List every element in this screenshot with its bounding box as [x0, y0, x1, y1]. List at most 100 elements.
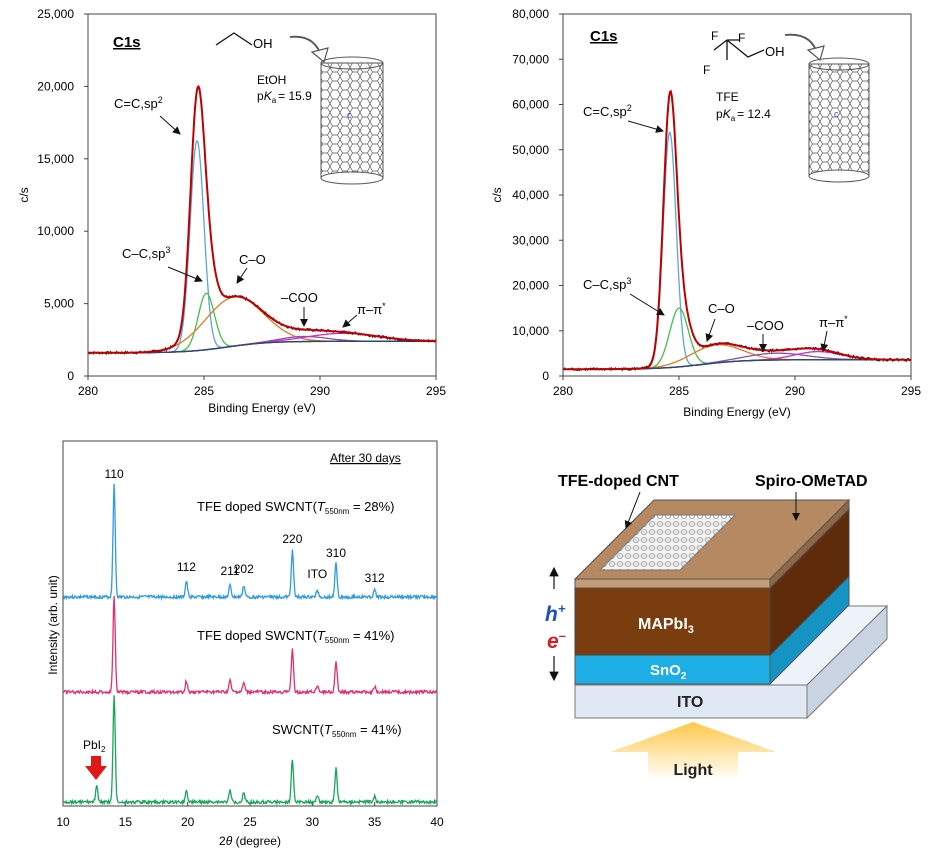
- xps-etoh-csp3-arrow: [167, 266, 203, 283]
- y-tick-label: 20,000: [37, 79, 74, 93]
- y-tick-label: 20,000: [512, 279, 549, 293]
- layer-cnt: [598, 514, 737, 571]
- x-tick-label: 295: [901, 384, 921, 398]
- x-tick-label: 20: [181, 815, 195, 829]
- y-tick-label: 15,000: [37, 152, 74, 166]
- x-tick-label: 25: [243, 815, 257, 829]
- xrd-peak-label: 211: [220, 564, 239, 578]
- xrd-ticks: 10 15 20 25 30 35 40: [56, 802, 444, 829]
- xrd-series-2: [62, 695, 438, 806]
- xps-tfe-pipi-arrow: [820, 330, 829, 352]
- xps-tfe-ylabel: c/s: [490, 187, 504, 202]
- xrd-series-label-bottom: SWCNT(T550nm = 41%): [272, 722, 402, 739]
- xrd-series-label-mid: TFE doped SWCNT(T550nm = 41%): [197, 628, 395, 645]
- xrd-peak-label: 202: [234, 562, 254, 576]
- xps-tfe-coo-label: –COO: [747, 318, 784, 333]
- nanotube-etoh: c: [320, 56, 384, 185]
- xrd-peak-label: 312: [365, 571, 385, 585]
- tfe-structure: F F F OH: [703, 29, 785, 77]
- xrd-peak-label: 220: [282, 532, 302, 546]
- x-tick-label: 290: [310, 384, 330, 398]
- fitted-envelope: [563, 90, 911, 371]
- layer-sno2: [574, 574, 850, 686]
- x-tick-label: 280: [553, 384, 573, 398]
- svg-text:F: F: [711, 29, 718, 43]
- xps-tfe-csp2-arrow: [627, 120, 664, 133]
- xrd-peak-label: ITO: [307, 567, 327, 581]
- y-tick-label: 0: [67, 369, 74, 383]
- fitted-envelope: [88, 84, 436, 354]
- y-tick-label: 30,000: [512, 233, 549, 247]
- xps-tfe-title: C1s: [590, 28, 618, 45]
- device-cnt-label: TFE-doped CNT: [558, 473, 679, 490]
- tfe-pka: pKa = 12.4: [716, 107, 771, 123]
- xps-etoh-pipi-arrow: [342, 314, 358, 328]
- layer-spiro: [573, 498, 851, 590]
- y-tick-label: 50,000: [512, 143, 549, 157]
- x-tick-label: 295: [426, 384, 446, 398]
- x-tick-label: 285: [194, 384, 214, 398]
- xps-etoh-ticks: 0 5,000 10,000 15,000 20,000 25,000 280 285 290 2…: [37, 7, 446, 398]
- xrd-series-label-top: TFE doped SWCNT(T550nm = 28%): [197, 499, 395, 516]
- xrd-pbi2-label: PbI2: [83, 738, 106, 754]
- xrd-pbi2-arrow: [85, 756, 107, 780]
- y-tick-label: 25,000: [37, 7, 74, 21]
- xrd-header: After 30 days: [330, 451, 401, 465]
- y-tick-label: 10,000: [512, 324, 549, 338]
- y-tick-label: 0: [542, 369, 549, 383]
- etoh-oh-label: OH: [253, 36, 273, 51]
- xps-etoh-csp2-label: C=C,sp2: [114, 95, 163, 111]
- xrd-curves: [62, 483, 438, 806]
- x-tick-label: 15: [119, 815, 133, 829]
- device-light-label: Light: [673, 762, 713, 779]
- svg-text:F: F: [703, 63, 710, 77]
- xps-tfe-csp2-label: C=C,sp2: [583, 103, 632, 119]
- xrd-peak-label: 112: [177, 560, 196, 574]
- y-tick-label: 5,000: [44, 297, 74, 311]
- device-mapbi3-label: MAPbI3: [638, 616, 694, 636]
- xps-etoh-csp3-label: C–C,sp3: [122, 245, 170, 261]
- xrd-xlabel: 2θ (degree): [219, 834, 281, 848]
- y-tick-label: 60,000: [512, 98, 549, 112]
- xrd-ylabel: Intensity (arb. unit): [46, 575, 60, 674]
- y-tick-label: 10,000: [37, 224, 74, 238]
- device-sno2-label: SnO2: [650, 662, 687, 682]
- xps-tfe-panel: 0 10,000 20,000 30,000 40,000 50,000 60,000 70,…: [490, 7, 921, 419]
- tfe-name: TFE: [716, 90, 739, 104]
- xps-etoh-curves: [87, 84, 437, 356]
- xps-tfe-csp3-label: C–C,sp3: [583, 276, 631, 292]
- device-ito-label: ITO: [677, 694, 703, 711]
- x-tick-label: 285: [669, 384, 689, 398]
- xrd-plot-frame: [62, 440, 438, 807]
- y-tick-label: 40,000: [512, 188, 549, 202]
- svg-text:OH: OH: [765, 44, 785, 59]
- device-hole-label: h+: [545, 601, 566, 626]
- xps-etoh-pipi-label: π–π*: [357, 301, 386, 317]
- etoh-name: EtOH: [257, 73, 286, 87]
- xps-tfe-xlabel: Binding Energy (eV): [683, 405, 790, 419]
- raw-spectrum: [87, 86, 437, 356]
- x-tick-label: 280: [78, 384, 98, 398]
- etoh-structure: [215, 32, 253, 46]
- y-tick-label: 80,000: [512, 7, 549, 21]
- xps-tfe-ticks: 0 10,000 20,000 30,000 40,000 50,000 60,000 70,…: [512, 7, 921, 398]
- xrd-panel: 10 15 20 25 30 35 40 After 30 days Intensity (…: [46, 440, 444, 848]
- xps-tfe-co-arrow: [705, 318, 716, 342]
- x-tick-label: 35: [368, 815, 382, 829]
- xps-etoh-plot-frame: [87, 13, 437, 377]
- svg-text:c: c: [347, 110, 352, 120]
- svg-text:c: c: [834, 109, 839, 119]
- xps-tfe-csp3-arrow: [629, 293, 665, 316]
- xrd-peak-label: 310: [326, 546, 346, 560]
- device-spiro-label: Spiro-OMeTAD: [755, 473, 868, 490]
- xrd-series-0: [62, 483, 438, 601]
- xps-etoh-title: C1s: [113, 34, 141, 51]
- x-tick-label: 10: [56, 815, 70, 829]
- nanotube-tfe: c: [808, 57, 870, 183]
- xps-etoh-ylabel: c/s: [17, 187, 31, 202]
- xrd-series-1: [62, 595, 438, 696]
- xps-etoh-xlabel: Binding Energy (eV): [208, 401, 315, 415]
- xps-tfe-co-label: C–O: [708, 301, 735, 316]
- xrd-peak-label: 110: [105, 467, 124, 481]
